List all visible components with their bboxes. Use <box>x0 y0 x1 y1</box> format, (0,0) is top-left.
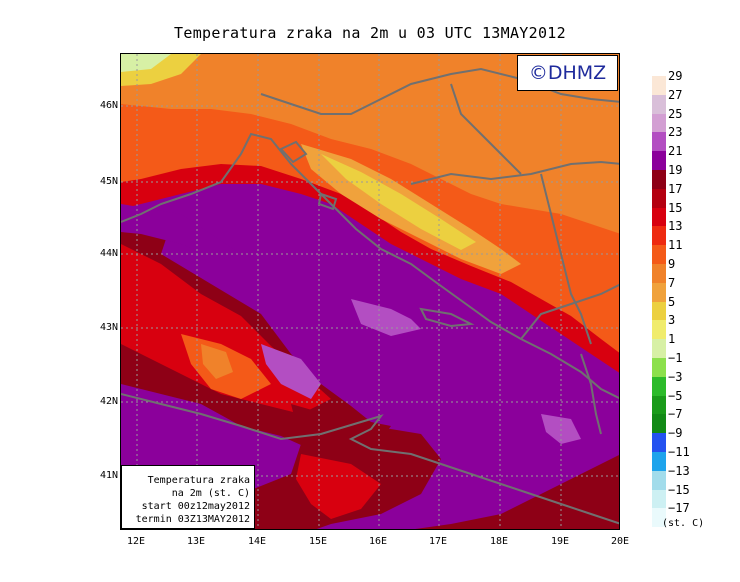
legend-swatch <box>652 489 666 509</box>
country-borders <box>260 67 619 435</box>
legend-swatch <box>652 151 666 171</box>
legend-label: −1 <box>668 351 683 365</box>
lon-label: 20E <box>610 536 630 547</box>
legend-label: 21 <box>668 144 683 159</box>
legend-swatch <box>652 113 666 133</box>
sea-warm-patch-1 <box>351 299 421 336</box>
legend-swatch <box>652 170 666 189</box>
legend-label: 15 <box>668 200 683 215</box>
alpine-cold-area <box>121 54 171 72</box>
info-valid-label: termin 03Z13MAY2012 <box>135 514 250 525</box>
temperature-field <box>121 54 619 529</box>
lat-label: 46N <box>99 100 118 111</box>
legend-swatch <box>652 414 666 434</box>
lat-label: 45N <box>99 176 118 187</box>
lon-label: 17E <box>428 536 448 547</box>
legend-swatch <box>652 76 666 95</box>
legend-unit-label: (st. C) <box>662 518 705 529</box>
legend-label: −13 <box>668 463 690 478</box>
legend-label: 1 <box>668 332 676 347</box>
lon-label: 18E <box>489 536 509 547</box>
legend-swatch <box>652 94 666 114</box>
dhmz-copyright-label: ©DHMZ <box>517 55 618 91</box>
legend-swatch <box>652 245 666 265</box>
coastline <box>121 132 619 525</box>
legend-label: −15 <box>668 482 690 497</box>
inland-cool-band <box>321 154 476 250</box>
legend-swatch <box>652 452 666 471</box>
lon-label: 15E <box>308 536 328 547</box>
legend-swatch <box>652 282 666 302</box>
legend-swatch <box>652 264 666 283</box>
legend-swatch <box>652 339 666 359</box>
lat-lon-grid <box>121 54 619 529</box>
legend-swatch <box>652 508 666 528</box>
lon-label: 12E <box>126 536 146 547</box>
legend-label: 7 <box>668 275 676 290</box>
legend-label: 5 <box>668 294 676 309</box>
legend-swatch <box>652 320 666 340</box>
legend-swatch <box>652 226 666 246</box>
legend-label: 27 <box>668 87 683 102</box>
legend-label: 13 <box>668 219 683 234</box>
legend-swatch <box>652 358 666 377</box>
lat-label: 42N <box>99 396 118 407</box>
legend-label: −9 <box>668 426 683 441</box>
legend-label: 25 <box>668 106 683 121</box>
legend-swatch <box>652 132 666 152</box>
legend-swatch <box>652 188 666 208</box>
legend-label: 17 <box>668 181 683 196</box>
legend-swatch <box>652 433 666 453</box>
lat-label: 41N <box>99 470 118 481</box>
lat-label: 44N <box>99 248 118 259</box>
legend-label: 29 <box>668 69 683 83</box>
south-warm-area <box>296 454 381 519</box>
forecast-info-box: Temperatura zraka na 2m (st. C) start 00… <box>121 465 255 529</box>
legend-label: 23 <box>668 125 683 140</box>
temperature-map <box>120 53 620 530</box>
lon-label: 13E <box>186 536 206 547</box>
legend-swatch <box>652 207 666 227</box>
sea-north-area <box>121 204 241 259</box>
italy-hot-core <box>201 344 233 379</box>
legend-label: 3 <box>668 313 676 328</box>
interior-orange-area <box>121 54 619 234</box>
legend-label: −11 <box>668 445 690 459</box>
legend-label: −17 <box>668 501 690 516</box>
lon-label: 14E <box>247 536 267 547</box>
legend-swatch <box>652 395 666 415</box>
lat-label: 43N <box>99 322 118 333</box>
legend-swatch <box>652 301 666 321</box>
legend-swatch <box>652 376 666 396</box>
legend-label: 11 <box>668 238 683 253</box>
legend-swatch <box>652 470 666 490</box>
info-variable-label: Temperatura zraka <box>147 475 250 486</box>
lon-label: 16E <box>368 536 388 547</box>
info-unit-label: na 2m (st. C) <box>171 488 250 499</box>
lon-label: 19E <box>550 536 570 547</box>
legend-label: −5 <box>668 388 683 403</box>
legend-label: 19 <box>668 163 683 177</box>
legend-label: −3 <box>668 369 683 384</box>
info-start-label: start 00z12may2012 <box>141 501 250 512</box>
legend-label: −7 <box>668 407 683 422</box>
map-title: Temperatura zraka na 2m u 03 UTC 13MAY20… <box>174 24 566 42</box>
sea-warm-patch-2 <box>261 344 321 399</box>
legend-label: 9 <box>668 257 676 271</box>
